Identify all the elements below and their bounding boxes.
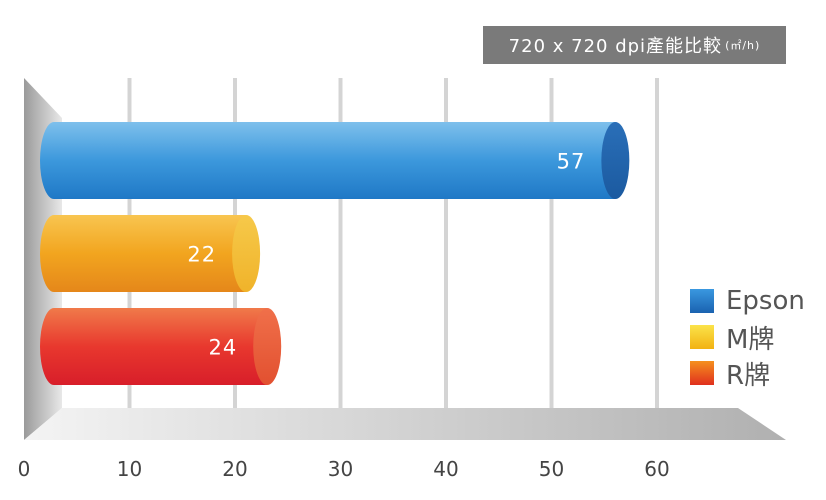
legend-label: M牌 [726,324,775,355]
legend-item-epson: Epson [690,283,805,319]
bar-body [40,122,616,199]
chart-title-box: 720 x 720 dpi產能比較 (㎡/h) [483,26,786,64]
x-tick-label: 60 [644,457,669,481]
x-tick-label: 50 [539,457,564,481]
bar-cap [232,215,261,292]
bar-M牌: 22 [40,215,261,292]
x-tick-label: 40 [433,457,458,481]
bar-R牌: 24 [40,308,282,385]
bar-cap [253,308,282,385]
legend-item-m: M牌 [690,319,805,355]
bar-Epson: 57 [40,122,630,199]
chart-title-unit: (㎡/h) [725,39,761,52]
x-tick-label: 10 [117,457,142,481]
legend-swatch [690,325,714,349]
legend-swatch [690,361,714,385]
x-tick-label: 0 [18,457,31,481]
bar-value-label: 57 [557,150,586,174]
legend-label: R牌 [726,360,771,391]
legend-swatch [690,289,714,313]
gridline [549,78,554,440]
bar-value-label: 24 [208,336,237,360]
chart-title: 720 x 720 dpi產能比較 [508,36,723,57]
bar-cap [601,122,630,199]
x-tick-label: 20 [222,457,247,481]
bar-body [40,215,247,292]
bar-value-label: 22 [187,243,216,267]
legend-item-r: R牌 [690,355,805,391]
gridline [444,78,448,440]
chart-floor [24,408,786,440]
legend: Epson M牌 R牌 [690,283,805,391]
bar-body [40,308,268,385]
gridline [338,78,343,440]
gridline [655,78,659,440]
x-tick-label: 30 [328,457,353,481]
legend-label: Epson [726,286,805,316]
